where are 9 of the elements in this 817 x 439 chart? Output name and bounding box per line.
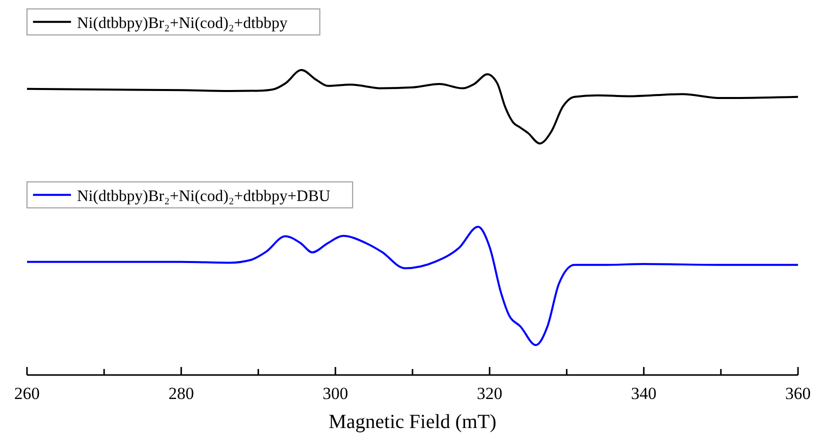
x-tick-label: 340 xyxy=(631,384,657,403)
legend-label: Ni(dtbbpy)Br₂+Ni(cod)₂+dtbbpy+DBU xyxy=(77,188,331,205)
x-tick-label: 300 xyxy=(322,384,348,403)
x-tick-label: 360 xyxy=(785,384,811,403)
legend-label: Ni(dtbbpy)Br₂+Ni(cod)₂+dtbbpy xyxy=(77,14,288,32)
x-tick-label: 280 xyxy=(168,384,194,403)
x-tick-label: 320 xyxy=(476,384,502,403)
x-tick-label: 260 xyxy=(14,384,40,403)
x-axis-title: Magnetic Field (mT) xyxy=(328,411,496,433)
